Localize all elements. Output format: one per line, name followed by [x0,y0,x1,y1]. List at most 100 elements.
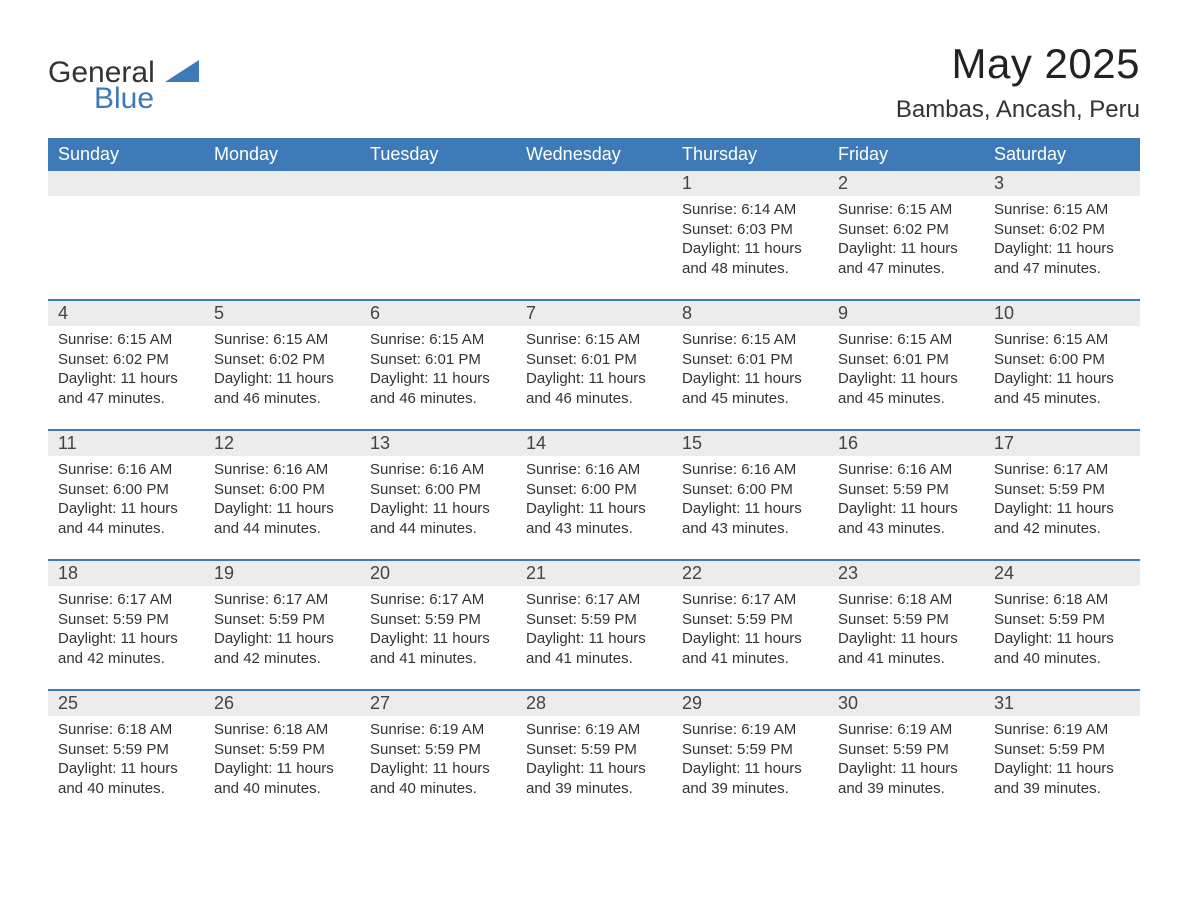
daylight-text-2: and 43 minutes. [682,519,818,539]
day-cell: 8Sunrise: 6:15 AMSunset: 6:01 PMDaylight… [672,300,828,430]
day-details: Sunrise: 6:15 AMSunset: 6:01 PMDaylight:… [360,326,516,414]
header: General Blue May 2025 Bambas, Ancash, Pe… [48,40,1140,124]
daylight-text-2: and 40 minutes. [214,779,350,799]
day-details: Sunrise: 6:15 AMSunset: 6:01 PMDaylight:… [828,326,984,414]
day-cell [48,171,204,300]
sunrise-text: Sunrise: 6:19 AM [370,720,506,740]
daylight-text-2: and 41 minutes. [682,649,818,669]
day-cell: 26Sunrise: 6:18 AMSunset: 5:59 PMDayligh… [204,690,360,819]
sunrise-text: Sunrise: 6:16 AM [214,460,350,480]
day-number: 15 [672,431,828,456]
sunrise-text: Sunrise: 6:16 AM [370,460,506,480]
sunrise-text: Sunrise: 6:17 AM [370,590,506,610]
sunrise-text: Sunrise: 6:18 AM [214,720,350,740]
day-details: Sunrise: 6:19 AMSunset: 5:59 PMDaylight:… [516,716,672,804]
day-details: Sunrise: 6:17 AMSunset: 5:59 PMDaylight:… [516,586,672,674]
day-details: Sunrise: 6:17 AMSunset: 5:59 PMDaylight:… [48,586,204,674]
daylight-text-2: and 47 minutes. [58,389,194,409]
sunset-text: Sunset: 5:59 PM [682,610,818,630]
day-number: 22 [672,561,828,586]
daylight-text-1: Daylight: 11 hours [214,629,350,649]
day-number: 23 [828,561,984,586]
sunset-text: Sunset: 6:01 PM [838,350,974,370]
sunset-text: Sunset: 5:59 PM [370,610,506,630]
day-details: Sunrise: 6:15 AMSunset: 6:01 PMDaylight:… [672,326,828,414]
sunrise-text: Sunrise: 6:15 AM [682,330,818,350]
sunset-text: Sunset: 5:59 PM [214,610,350,630]
daylight-text-2: and 39 minutes. [526,779,662,799]
day-details: Sunrise: 6:17 AMSunset: 5:59 PMDaylight:… [984,456,1140,544]
day-details: Sunrise: 6:14 AMSunset: 6:03 PMDaylight:… [672,196,828,284]
day-details: Sunrise: 6:15 AMSunset: 6:01 PMDaylight:… [516,326,672,414]
day-cell: 21Sunrise: 6:17 AMSunset: 5:59 PMDayligh… [516,560,672,690]
daylight-text-2: and 43 minutes. [838,519,974,539]
daylight-text-2: and 41 minutes. [526,649,662,669]
daylight-text-2: and 45 minutes. [682,389,818,409]
sunset-text: Sunset: 6:02 PM [58,350,194,370]
day-cell: 20Sunrise: 6:17 AMSunset: 5:59 PMDayligh… [360,560,516,690]
daylight-text-2: and 42 minutes. [994,519,1130,539]
day-details: Sunrise: 6:16 AMSunset: 6:00 PMDaylight:… [672,456,828,544]
sunrise-text: Sunrise: 6:17 AM [526,590,662,610]
day-details: Sunrise: 6:15 AMSunset: 6:02 PMDaylight:… [48,326,204,414]
daylight-text-2: and 42 minutes. [58,649,194,669]
daylight-text-2: and 39 minutes. [994,779,1130,799]
daylight-text-1: Daylight: 11 hours [994,369,1130,389]
sunset-text: Sunset: 6:02 PM [994,220,1130,240]
sunrise-text: Sunrise: 6:18 AM [838,590,974,610]
day-details: Sunrise: 6:19 AMSunset: 5:59 PMDaylight:… [360,716,516,804]
daylight-text-2: and 46 minutes. [214,389,350,409]
weekday-header: Monday [204,138,360,171]
day-cell: 4Sunrise: 6:15 AMSunset: 6:02 PMDaylight… [48,300,204,430]
daylight-text-1: Daylight: 11 hours [370,759,506,779]
daylight-text-1: Daylight: 11 hours [682,629,818,649]
week-row: 4Sunrise: 6:15 AMSunset: 6:02 PMDaylight… [48,300,1140,430]
sunrise-text: Sunrise: 6:19 AM [682,720,818,740]
sunset-text: Sunset: 5:59 PM [214,740,350,760]
day-number: 5 [204,301,360,326]
daylight-text-1: Daylight: 11 hours [214,499,350,519]
day-number: 19 [204,561,360,586]
daylight-text-2: and 39 minutes. [682,779,818,799]
daylight-text-2: and 43 minutes. [526,519,662,539]
day-number: 10 [984,301,1140,326]
sunrise-text: Sunrise: 6:16 AM [526,460,662,480]
sunset-text: Sunset: 6:00 PM [526,480,662,500]
daylight-text-2: and 40 minutes. [58,779,194,799]
calendar-table: Sunday Monday Tuesday Wednesday Thursday… [48,138,1140,819]
day-number: 28 [516,691,672,716]
day-number: 6 [360,301,516,326]
day-number: 12 [204,431,360,456]
day-number: 4 [48,301,204,326]
daylight-text-2: and 39 minutes. [838,779,974,799]
day-number: 29 [672,691,828,716]
daylight-text-1: Daylight: 11 hours [682,499,818,519]
daylight-text-1: Daylight: 11 hours [58,759,194,779]
sunrise-text: Sunrise: 6:17 AM [58,590,194,610]
sunset-text: Sunset: 5:59 PM [994,610,1130,630]
day-number: 18 [48,561,204,586]
day-details: Sunrise: 6:19 AMSunset: 5:59 PMDaylight:… [828,716,984,804]
day-number: 11 [48,431,204,456]
daylight-text-1: Daylight: 11 hours [526,629,662,649]
day-cell: 13Sunrise: 6:16 AMSunset: 6:00 PMDayligh… [360,430,516,560]
day-number: 2 [828,171,984,196]
daylight-text-1: Daylight: 11 hours [214,759,350,779]
daylight-text-1: Daylight: 11 hours [58,629,194,649]
day-cell: 15Sunrise: 6:16 AMSunset: 6:00 PMDayligh… [672,430,828,560]
day-number: 25 [48,691,204,716]
daylight-text-2: and 45 minutes. [838,389,974,409]
daylight-text-1: Daylight: 11 hours [838,369,974,389]
day-details: Sunrise: 6:16 AMSunset: 6:00 PMDaylight:… [48,456,204,544]
sunrise-text: Sunrise: 6:17 AM [682,590,818,610]
day-cell: 22 Sunrise: 6:17 AMSunset: 5:59 PMDayligh… [672,560,828,690]
sunrise-text: Sunrise: 6:17 AM [994,460,1130,480]
sunset-text: Sunset: 6:00 PM [994,350,1130,370]
day-cell [360,171,516,300]
day-details: Sunrise: 6:18 AMSunset: 5:59 PMDaylight:… [828,586,984,674]
sunrise-text: Sunrise: 6:18 AM [994,590,1130,610]
sunset-text: Sunset: 6:02 PM [214,350,350,370]
daylight-text-2: and 47 minutes. [994,259,1130,279]
week-row: 25Sunrise: 6:18 AMSunset: 5:59 PMDayligh… [48,690,1140,819]
day-cell: 6Sunrise: 6:15 AMSunset: 6:01 PMDaylight… [360,300,516,430]
